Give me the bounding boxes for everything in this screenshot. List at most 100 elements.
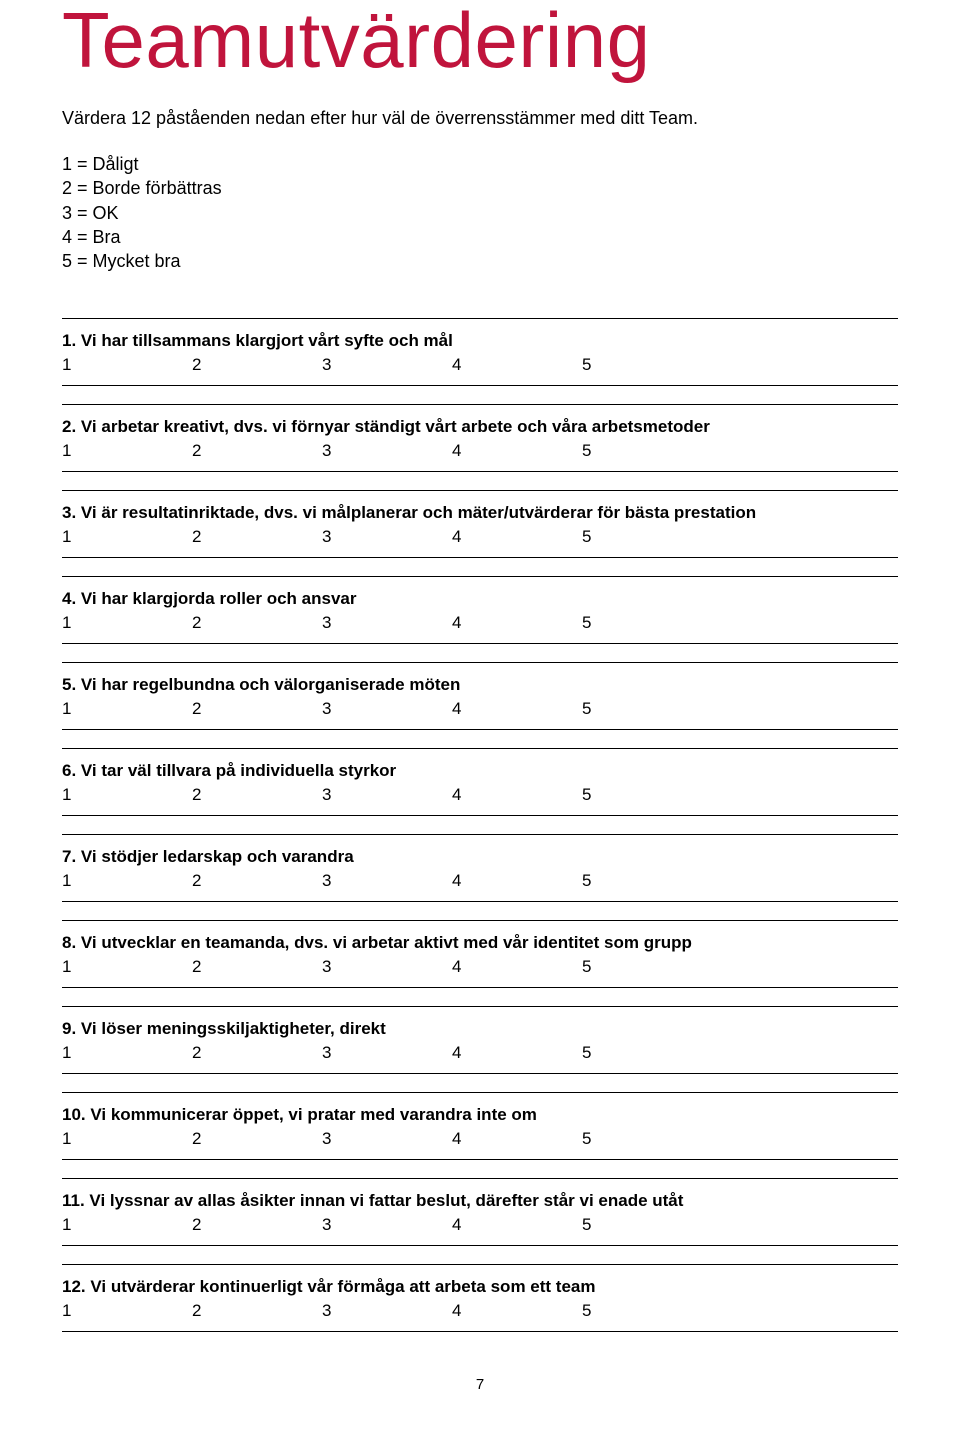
question-title: 11. Vi lyssnar av allas åsikter innan vi… xyxy=(62,1179,898,1213)
rating-option[interactable]: 3 xyxy=(322,613,452,633)
rating-option[interactable]: 5 xyxy=(582,613,712,633)
rating-option[interactable]: 3 xyxy=(322,957,452,977)
rating-option[interactable]: 4 xyxy=(452,1043,582,1063)
question-title: 1. Vi har tillsammans klargjort vårt syf… xyxy=(62,319,898,353)
rating-option[interactable]: 2 xyxy=(192,871,322,891)
rating-option[interactable]: 1 xyxy=(62,957,192,977)
rating-scale: 12345 xyxy=(62,611,898,643)
divider xyxy=(62,901,898,902)
page: Teamutvärdering Värdera 12 påståenden ne… xyxy=(0,0,960,1433)
rating-option[interactable]: 1 xyxy=(62,785,192,805)
rating-option[interactable]: 3 xyxy=(322,1129,452,1149)
rating-option[interactable]: 3 xyxy=(322,441,452,461)
rating-option[interactable]: 3 xyxy=(322,871,452,891)
rating-option[interactable]: 5 xyxy=(582,871,712,891)
legend-item: 3 = OK xyxy=(62,201,898,225)
rating-option[interactable]: 3 xyxy=(322,1301,452,1321)
rating-option[interactable]: 5 xyxy=(582,1215,712,1235)
question-block: 4. Vi har klargjorda roller och ansvar12… xyxy=(62,576,898,644)
rating-option[interactable]: 1 xyxy=(62,1129,192,1149)
question-title: 2. Vi arbetar kreativt, dvs. vi förnyar … xyxy=(62,405,898,439)
rating-scale: 12345 xyxy=(62,1041,898,1073)
rating-option[interactable]: 3 xyxy=(322,527,452,547)
question-title: 10. Vi kommunicerar öppet, vi pratar med… xyxy=(62,1093,898,1127)
divider xyxy=(62,643,898,644)
rating-scale: 12345 xyxy=(62,439,898,471)
rating-option[interactable]: 2 xyxy=(192,441,322,461)
rating-option[interactable]: 2 xyxy=(192,1043,322,1063)
rating-option[interactable]: 5 xyxy=(582,1129,712,1149)
rating-option[interactable]: 1 xyxy=(62,699,192,719)
page-number: 7 xyxy=(62,1376,898,1393)
rating-option[interactable]: 4 xyxy=(452,1215,582,1235)
rating-option[interactable]: 1 xyxy=(62,441,192,461)
rating-option[interactable]: 3 xyxy=(322,785,452,805)
rating-option[interactable]: 4 xyxy=(452,527,582,547)
rating-option[interactable]: 1 xyxy=(62,1301,192,1321)
rating-option[interactable]: 4 xyxy=(452,785,582,805)
rating-option[interactable]: 5 xyxy=(582,957,712,977)
question-block: 11. Vi lyssnar av allas åsikter innan vi… xyxy=(62,1178,898,1246)
rating-option[interactable]: 3 xyxy=(322,699,452,719)
rating-option[interactable]: 2 xyxy=(192,957,322,977)
rating-option[interactable]: 1 xyxy=(62,1043,192,1063)
question-block: 2. Vi arbetar kreativt, dvs. vi förnyar … xyxy=(62,404,898,472)
rating-option[interactable]: 2 xyxy=(192,699,322,719)
rating-option[interactable]: 2 xyxy=(192,1215,322,1235)
rating-option[interactable]: 5 xyxy=(582,1043,712,1063)
rating-scale: 12345 xyxy=(62,525,898,557)
question-block: 12. Vi utvärderar kontinuerligt vår förm… xyxy=(62,1264,898,1332)
divider xyxy=(62,471,898,472)
intro-text: Värdera 12 påståenden nedan efter hur vä… xyxy=(62,106,898,130)
rating-option[interactable]: 2 xyxy=(192,1129,322,1149)
rating-option[interactable]: 4 xyxy=(452,441,582,461)
rating-scale: 12345 xyxy=(62,1213,898,1245)
rating-option[interactable]: 1 xyxy=(62,1215,192,1235)
question-title: 7. Vi stödjer ledarskap och varandra xyxy=(62,835,898,869)
rating-option[interactable]: 3 xyxy=(322,1215,452,1235)
legend-item: 4 = Bra xyxy=(62,225,898,249)
rating-option[interactable]: 4 xyxy=(452,699,582,719)
rating-option[interactable]: 3 xyxy=(322,355,452,375)
page-title: Teamutvärdering xyxy=(62,0,898,82)
rating-option[interactable]: 3 xyxy=(322,1043,452,1063)
rating-option[interactable]: 2 xyxy=(192,1301,322,1321)
rating-option[interactable]: 2 xyxy=(192,355,322,375)
question-title: 9. Vi löser meningsskiljaktigheter, dire… xyxy=(62,1007,898,1041)
rating-option[interactable]: 1 xyxy=(62,871,192,891)
rating-option[interactable]: 5 xyxy=(582,355,712,375)
legend-item: 5 = Mycket bra xyxy=(62,249,898,273)
rating-scale: 12345 xyxy=(62,783,898,815)
divider xyxy=(62,385,898,386)
question-block: 9. Vi löser meningsskiljaktigheter, dire… xyxy=(62,1006,898,1074)
rating-option[interactable]: 1 xyxy=(62,527,192,547)
rating-option[interactable]: 5 xyxy=(582,785,712,805)
rating-option[interactable]: 1 xyxy=(62,613,192,633)
rating-option[interactable]: 4 xyxy=(452,355,582,375)
rating-option[interactable]: 2 xyxy=(192,785,322,805)
question-title: 4. Vi har klargjorda roller och ansvar xyxy=(62,577,898,611)
question-title: 6. Vi tar väl tillvara på individuella s… xyxy=(62,749,898,783)
rating-option[interactable]: 4 xyxy=(452,871,582,891)
question-block: 6. Vi tar väl tillvara på individuella s… xyxy=(62,748,898,816)
rating-option[interactable]: 5 xyxy=(582,1301,712,1321)
rating-option[interactable]: 2 xyxy=(192,613,322,633)
rating-option[interactable]: 4 xyxy=(452,613,582,633)
question-title: 12. Vi utvärderar kontinuerligt vår förm… xyxy=(62,1265,898,1299)
rating-scale: 12345 xyxy=(62,955,898,987)
rating-option[interactable]: 5 xyxy=(582,699,712,719)
question-block: 1. Vi har tillsammans klargjort vårt syf… xyxy=(62,318,898,386)
rating-option[interactable]: 4 xyxy=(452,1129,582,1149)
rating-scale: 12345 xyxy=(62,1299,898,1331)
rating-option[interactable]: 5 xyxy=(582,441,712,461)
rating-option[interactable]: 2 xyxy=(192,527,322,547)
divider xyxy=(62,815,898,816)
rating-option[interactable]: 5 xyxy=(582,527,712,547)
rating-legend: 1 = Dåligt 2 = Borde förbättras 3 = OK 4… xyxy=(62,152,898,273)
divider xyxy=(62,1331,898,1332)
divider xyxy=(62,557,898,558)
rating-option[interactable]: 1 xyxy=(62,355,192,375)
divider xyxy=(62,729,898,730)
rating-option[interactable]: 4 xyxy=(452,957,582,977)
rating-option[interactable]: 4 xyxy=(452,1301,582,1321)
